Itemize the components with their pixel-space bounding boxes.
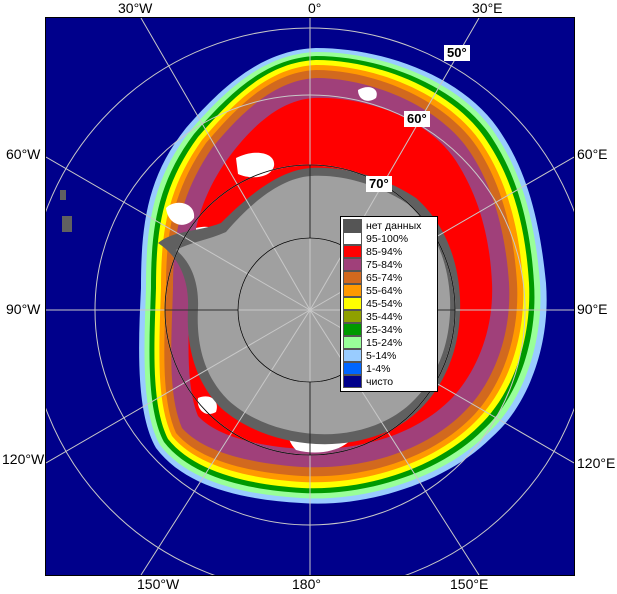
lon-label-90w: 90°W — [6, 301, 41, 317]
legend-item: 35-44% — [343, 310, 435, 323]
legend-swatch — [343, 297, 362, 310]
lat-label-70: 70° — [366, 176, 392, 192]
lon-label-180: 180° — [292, 576, 321, 592]
legend-swatch — [343, 271, 362, 284]
ice-patch-95-100-a — [236, 152, 275, 178]
lon-label-30e-top: 30°E — [472, 0, 503, 16]
legend-item: 1-4% — [343, 362, 435, 375]
legend-label: 45-54% — [366, 297, 403, 310]
lon-label-120e: 120°E — [577, 455, 616, 471]
legend-swatch — [343, 310, 362, 323]
legend-item: 55-64% — [343, 284, 435, 297]
legend-item: 85-94% — [343, 245, 435, 258]
legend-item: 95-100% — [343, 232, 435, 245]
legend-label: 5-14% — [366, 349, 397, 362]
legend-item: 15-24% — [343, 336, 435, 349]
legend-item: 65-74% — [343, 271, 435, 284]
legend-swatch — [343, 375, 362, 388]
meridian — [309, 309, 480, 575]
legend-label: 15-24% — [366, 336, 403, 349]
legend-item: чисто — [343, 375, 435, 388]
legend-swatch — [343, 284, 362, 297]
legend-swatch — [343, 258, 362, 271]
legend: нет данных 95-100% 85-94% 75-84% 65-74% 55-64… — [340, 216, 438, 392]
legend-item: 5-14% — [343, 349, 435, 362]
lon-label-150e: 150°E — [450, 576, 489, 592]
meridian — [309, 18, 480, 311]
legend-swatch — [343, 349, 362, 362]
lon-label-90e: 90°E — [577, 301, 608, 317]
legend-label: 95-100% — [366, 232, 409, 245]
lon-label-0-top: 0° — [308, 0, 322, 16]
land-speckle — [62, 216, 72, 232]
legend-label: 35-44% — [366, 310, 403, 323]
meridian — [140, 309, 311, 575]
lon-label-60e: 60°E — [577, 146, 608, 162]
meridian — [46, 309, 311, 464]
legend-item: нет данных — [343, 219, 435, 232]
lon-label-120w: 120°W — [2, 451, 45, 467]
sea-ice-map — [46, 18, 574, 575]
lat-label-50: 50° — [444, 45, 470, 61]
legend-item: 25-34% — [343, 323, 435, 336]
legend-swatch — [343, 362, 362, 375]
legend-label: 75-84% — [366, 258, 403, 271]
ice-patch-95-100-e — [197, 396, 217, 415]
legend-label: 55-64% — [366, 284, 403, 297]
legend-label: 1-4% — [366, 362, 391, 375]
map-frame: 50° 60° 70° — [45, 17, 575, 576]
lon-label-30w-top: 30°W — [118, 0, 153, 16]
land-speckle — [60, 190, 66, 200]
legend-swatch — [343, 232, 362, 245]
lon-label-60w: 60°W — [6, 146, 41, 162]
meridian — [140, 18, 311, 311]
ice-patch-95-100-b — [166, 202, 195, 225]
lon-label-150w: 150°W — [137, 576, 180, 592]
legend-swatch — [343, 336, 362, 349]
ice-patch-95-100-f — [358, 87, 377, 101]
legend-label: 65-74% — [366, 271, 403, 284]
legend-swatch — [343, 219, 362, 232]
legend-label: чисто — [366, 375, 394, 388]
legend-swatch — [343, 245, 362, 258]
meridian — [46, 156, 311, 311]
legend-item: 45-54% — [343, 297, 435, 310]
legend-label: нет данных — [366, 219, 422, 232]
legend-swatch — [343, 323, 362, 336]
legend-item: 75-84% — [343, 258, 435, 271]
legend-label: 85-94% — [366, 245, 403, 258]
legend-label: 25-34% — [366, 323, 403, 336]
lat-label-60: 60° — [404, 111, 430, 127]
